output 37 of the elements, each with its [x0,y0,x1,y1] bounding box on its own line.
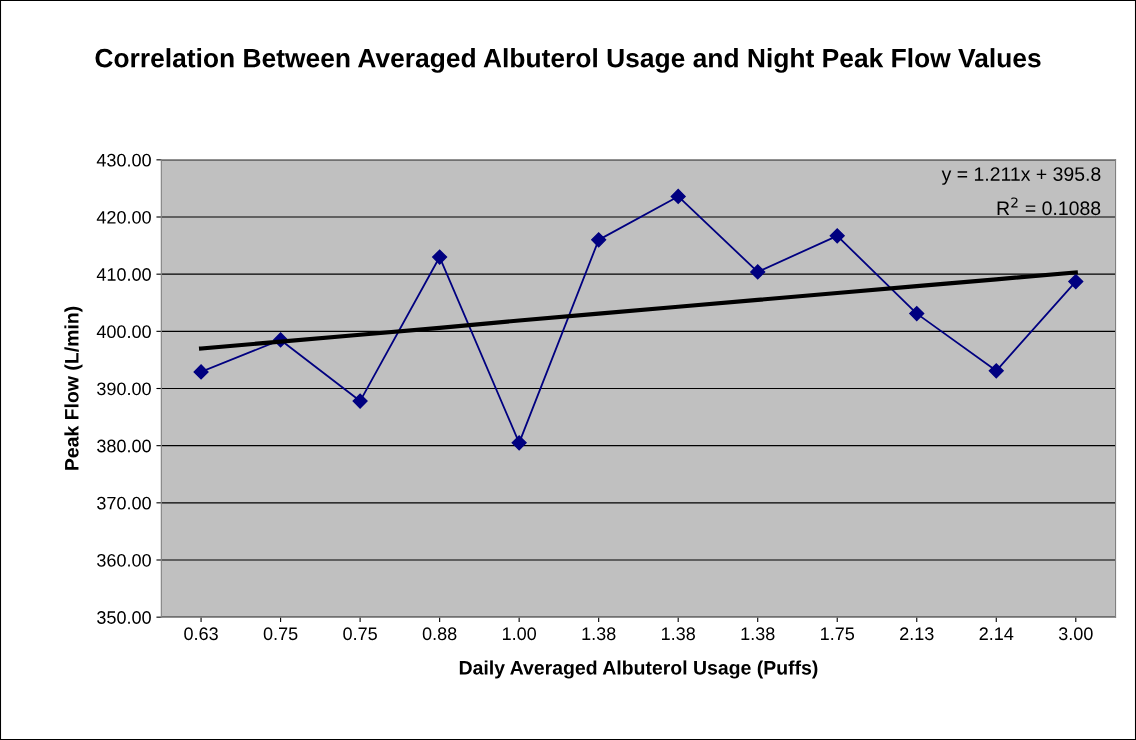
point [193,364,209,380]
chart-title: Correlation Between Averaged Albuterol Usage and Night Peak Flow Values [95,48,1041,73]
x-tick-label: 2.14 [979,627,1014,640]
x-tick-label: 0.75 [263,627,298,641]
y-tick-label: 400.00 [96,325,151,339]
x-tick-label: 1.38 [741,627,775,641]
point [909,306,925,322]
point [670,188,686,204]
y-tick-label: 430.00 [96,153,151,167]
annotation: y = 1.211x + 395.8 [941,167,1101,185]
x-axis-title: Daily Averaged Albuterol Usage (Puffs) [459,660,818,679]
y-tick-label: 370.00 [97,496,151,510]
x-tick-label: 0.63 [184,627,218,641]
y-tick-label: 360.00 [97,553,151,567]
point [591,232,607,248]
y-tick-label: 410.00 [96,268,151,281]
y-tick-label: 420.00 [96,210,151,224]
point [829,228,845,244]
x-tick-label: 1.38 [582,627,616,641]
x-tick-label: 1.38 [662,627,695,641]
x-tick-label: 0.75 [343,627,377,641]
x-tick-label: 1.75 [821,627,855,641]
y-tick-label: 380.00 [97,439,151,453]
point [352,393,368,409]
point [1068,274,1084,290]
x-tick-label: 0.88 [422,627,457,641]
x-tick-label: 3.00 [1058,627,1093,641]
point [432,249,448,265]
y-tick-label: 390.00 [97,382,151,396]
x-tick-label: 2.13 [900,627,934,641]
y-tick-label: 350.00 [97,611,151,624]
annotation: R$^{2}$ = 0.1088 [997,197,1101,216]
y-axis-title: Peak Flow (L/min) [64,306,83,470]
point [511,435,527,451]
point [750,264,766,280]
x-tick-label: 1.00 [502,627,537,641]
point [988,363,1004,379]
